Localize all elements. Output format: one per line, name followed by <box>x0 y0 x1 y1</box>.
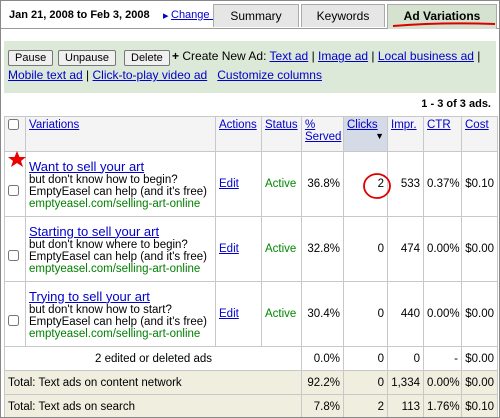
clicks: 0 <box>343 281 388 347</box>
toolbar: Pause Unpause Delete + Create New Ad: Te… <box>4 41 496 93</box>
column-header[interactable]: CTR <box>427 119 451 131</box>
status: Active <box>261 151 302 217</box>
summary-row: Total: Text ads on search 7.8% 2 113 1.76% $0… <box>4 394 498 417</box>
header-cell: Clicks ▼ <box>343 116 388 152</box>
button[interactable]: Unpause <box>58 50 117 66</box>
create-row: + Create New Ad: Text ad | Image ad | Lo… <box>172 49 481 63</box>
header-cell: % Served <box>301 116 344 152</box>
cell: Starting to sell your art but don't know … <box>25 216 216 282</box>
plus: + <box>172 49 180 63</box>
link[interactable]: Customize columns <box>217 68 322 82</box>
ad-url: emptyeasel.com/selling-art-online <box>29 262 201 275</box>
served: 30.4% <box>301 281 344 347</box>
button[interactable]: Pause <box>8 50 54 66</box>
ctr: 0.37% <box>423 151 462 217</box>
impr: 533 <box>387 151 424 217</box>
ad-url: emptyeasel.com/selling-art-online <box>29 197 201 210</box>
link[interactable]: Text ad <box>269 49 309 63</box>
header-cell: Impr. <box>387 116 424 152</box>
summary-label: 2 edited or deleted ads <box>4 346 302 371</box>
link[interactable]: Click-to-play video ad <box>92 68 208 82</box>
column-header[interactable]: % Served <box>305 119 342 143</box>
served: 92.2% <box>301 370 344 395</box>
cost: $0.00 <box>461 281 498 347</box>
cell: Edit <box>215 151 262 217</box>
button[interactable]: Delete <box>124 50 170 66</box>
summary-row: 2 edited or deleted ads 0.0% 0 0- $0.00 <box>4 346 498 371</box>
served: 0.0% <box>301 346 344 371</box>
column-header[interactable]: Status <box>265 119 298 131</box>
ad-title[interactable]: Trying to sell your art <box>29 288 150 304</box>
pagination: 1 - 3 of 3 ads. <box>421 98 491 110</box>
date-range: Jan 21, 2008 to Feb 3, 2008 <box>9 9 150 21</box>
link[interactable]: Local business ad <box>377 49 474 63</box>
ad-title[interactable]: Starting to sell your art <box>29 223 160 239</box>
summary-label: Total: Text ads on search <box>4 394 302 417</box>
cost: $0.00 <box>461 370 498 395</box>
cost: $0.00 <box>461 216 498 282</box>
header-row: Variations Actions Status% Served Clicks ▼ Im… <box>4 116 498 152</box>
ads-table: Variations Actions Status% Served Clicks ▼ Im… <box>4 116 498 417</box>
ad-line: EmptyEasel can help (and it's free) <box>29 315 207 328</box>
link[interactable]: Mobile text ad <box>8 68 83 82</box>
clicks: 2 <box>343 394 388 417</box>
status: Active <box>261 216 302 282</box>
clicks: 0 <box>343 370 388 395</box>
ad-url: emptyeasel.com/selling-art-online <box>29 327 201 340</box>
ad-line: but don't know how to start? <box>29 303 172 316</box>
clicks: 0 <box>343 346 388 371</box>
tab[interactable]: Keywords <box>301 4 385 27</box>
cell: Edit <box>215 216 262 282</box>
served: 36.8% <box>301 151 344 217</box>
ad-line: EmptyEasel can help (and it's free) <box>29 185 207 198</box>
ctr: - <box>423 346 462 371</box>
cell: Want to sell your art but don't know how … <box>25 151 216 217</box>
checkbox[interactable] <box>8 185 19 196</box>
red-star <box>8 151 26 167</box>
header-cell <box>4 116 26 152</box>
cost: $0.10 <box>461 394 498 417</box>
red-underline <box>392 22 496 27</box>
column-header[interactable]: Actions <box>219 119 257 131</box>
edit-link[interactable]: Edit <box>219 243 239 255</box>
ctr: 0.00% <box>423 216 462 282</box>
ad-line: EmptyEasel can help (and it's free) <box>29 250 207 263</box>
status: Active <box>261 281 302 347</box>
ad-title[interactable]: Want to sell your art <box>29 158 145 174</box>
ad-row: Starting to sell your art but don't know … <box>4 216 498 282</box>
summary-row: Total: Text ads on content network 92.2% 0… <box>4 370 498 395</box>
ctr: 1.76% <box>423 394 462 417</box>
impr: 440 <box>387 281 424 347</box>
create-label: Create New Ad: <box>182 49 267 63</box>
column-header[interactable]: Clicks <box>347 119 378 131</box>
checkbox[interactable] <box>8 119 19 130</box>
clicks: 0 <box>343 216 388 282</box>
checkbox[interactable] <box>8 315 19 326</box>
column-header[interactable]: Cost <box>465 119 489 131</box>
summary-label: Total: Text ads on content network <box>4 370 302 395</box>
header-cell: Cost <box>461 116 498 152</box>
impr: 113 <box>387 394 424 417</box>
header-cell: Variations <box>25 116 216 152</box>
ad-line: but don't know where to begin? <box>29 238 188 251</box>
header-cell: CTR <box>423 116 462 152</box>
tab[interactable]: Summary <box>213 4 299 27</box>
cost: $0.00 <box>461 346 498 371</box>
column-header[interactable]: Variations <box>29 119 80 131</box>
arrow: ▸ <box>163 10 169 22</box>
edit-link[interactable]: Edit <box>219 178 239 190</box>
column-header[interactable]: Impr. <box>391 119 417 131</box>
ctr: 0.00% <box>423 370 462 395</box>
sort-arrow: ▼ <box>375 131 384 141</box>
edit-link[interactable]: Edit <box>219 308 239 320</box>
create-row-2: Mobile text ad | Click-to-play video ad … <box>8 68 322 82</box>
ad-line: but don't know how to begin? <box>29 173 178 186</box>
checkbox[interactable] <box>8 250 19 261</box>
red-circle <box>363 173 391 199</box>
served: 32.8% <box>301 216 344 282</box>
link[interactable]: Image ad <box>318 49 369 63</box>
